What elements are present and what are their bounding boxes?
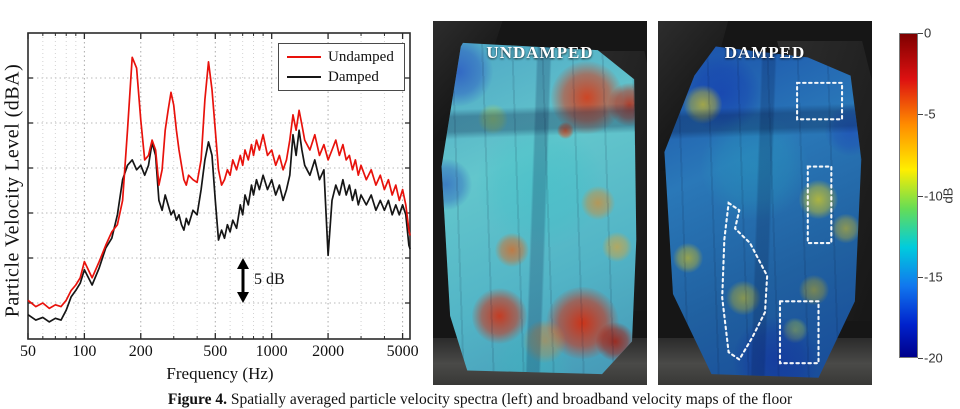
heatmap-hotspot xyxy=(683,85,723,124)
colorbar-tick-mark xyxy=(918,114,923,116)
velocity-map-undamped: UNDAMPED xyxy=(433,21,647,385)
floor-pan-ribs xyxy=(441,42,637,375)
heatmap-hotspot xyxy=(475,120,605,249)
colorbar-tick-mark xyxy=(918,195,923,197)
colorbar-tick-mark xyxy=(918,358,923,359)
colorbar-tick-label: -15 xyxy=(924,269,943,285)
heatmap-hotspot xyxy=(495,233,530,268)
legend-entry: Undamped xyxy=(287,47,398,67)
colorbar-tick-label: -10 xyxy=(924,188,943,203)
x-tick-label: 2000 xyxy=(312,343,345,360)
x-tick-label: 200 xyxy=(128,343,153,360)
caption-text: Spatially averaged particle velocity spe… xyxy=(227,391,793,408)
x-tick-label: 5000 xyxy=(386,343,419,360)
colorbar-tick-label: 0 xyxy=(924,25,932,41)
heatmap-hotspot xyxy=(726,280,761,315)
figure-caption: Figure 4. Spatially averaged particle ve… xyxy=(0,391,960,409)
caption-figure-number: Figure 4. xyxy=(167,391,227,408)
heatmap-hotspot xyxy=(824,104,862,156)
legend-line-sample xyxy=(287,76,321,78)
heatmap-hotspot xyxy=(831,213,862,244)
heatmap-hotspot xyxy=(477,104,508,135)
heatmap-hotspot xyxy=(471,288,528,344)
x-tick-label: 1000 xyxy=(255,343,288,360)
heatmap-hotspot xyxy=(672,242,703,273)
legend-label: Undamped xyxy=(328,48,394,65)
heatmap-hotspot xyxy=(522,319,566,363)
x-tick-label: 100 xyxy=(72,343,97,360)
scale-annotation-text: 5 dB xyxy=(254,271,285,288)
colorbar-tick-mark xyxy=(918,33,923,34)
treated-region-outlines xyxy=(658,21,872,385)
heatmap-hotspot xyxy=(602,231,632,262)
y-axis-label: Particle Velocity Level (dBA) xyxy=(1,63,24,318)
chart-legend: Undamped Damped xyxy=(278,43,405,91)
heatmap-hotspot xyxy=(557,121,575,139)
floor-pan-heatmap xyxy=(441,42,637,375)
heatmap-hotspot xyxy=(580,185,615,221)
map-label-damped: DAMPED xyxy=(724,42,806,62)
x-axis-label: Frequency (Hz) xyxy=(166,364,274,383)
colorbar-tick-label: -20 xyxy=(924,350,943,366)
colorbar-tick-label: -5 xyxy=(924,106,936,122)
velocity-map-damped: DAMPED xyxy=(658,21,872,385)
x-tick-label: 500 xyxy=(203,343,228,360)
colorbar xyxy=(899,33,918,358)
x-tick-label: 50 xyxy=(20,343,36,360)
legend-line-sample xyxy=(287,56,321,58)
heatmap-hotspot xyxy=(700,113,808,221)
map-label-undamped: UNDAMPED xyxy=(486,42,594,62)
floor-pan-ribs xyxy=(664,46,862,378)
spectra-chart: Particle Velocity Level (dBA) Frequency … xyxy=(0,0,430,401)
legend-entry: Damped xyxy=(287,67,398,87)
legend-label: Damped xyxy=(328,68,379,85)
heatmap-hotspot xyxy=(608,83,637,127)
colorbar-tick-mark xyxy=(918,276,923,278)
colorbar-unit-label: dB xyxy=(940,187,956,204)
